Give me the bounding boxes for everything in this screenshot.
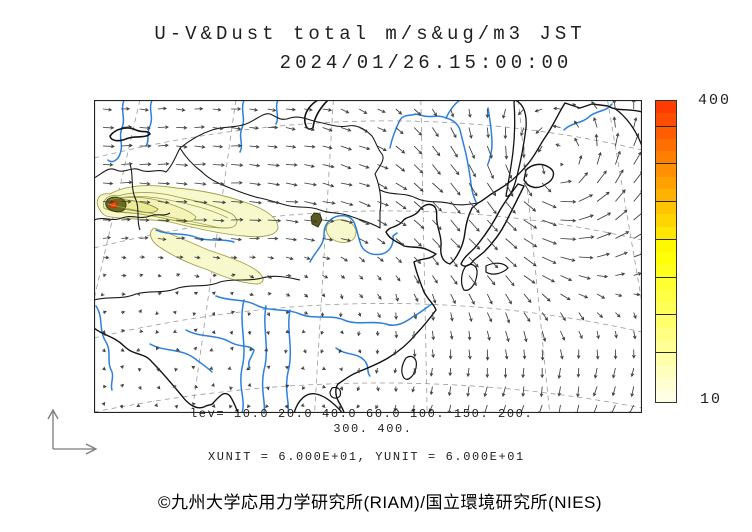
colorbar-segment [656,327,676,340]
map-frame [94,100,642,413]
colorbar-max-label: 400 [698,92,732,109]
forecast-map [94,100,642,413]
chart-title: U-V&Dust total m/s&ug/m3 JST [154,23,586,45]
colorbar-segment [656,276,676,290]
contour-levels-line2: 300. 400. [333,422,413,436]
colorbar-segment [656,365,676,378]
copyright: ©九州大学応用力学研究所(RIAM)/国立環境研究所(NIES) [157,493,603,512]
chart-timestamp: 2024/01/26.15:00:00 [279,52,573,74]
colorbar-segment [656,125,676,139]
colorbar-segment [656,188,676,201]
colorbar-segment [656,314,676,328]
rivers [95,100,613,413]
colorbar-segment [656,264,676,277]
colorbar-segment [656,238,676,252]
vector-units: XUNIT = 6.000E+01, YUNIT = 6.000E+01 [208,450,525,464]
colorbar-segment [656,201,676,215]
colorbar-segment [656,339,676,352]
colorbar-segment [656,138,676,151]
colorbar-segment [656,389,676,402]
colorbar-segment [656,163,676,177]
axis-arrow-lines [47,408,98,455]
axis-orientation-arrows [47,408,98,455]
colorbar-segment [656,101,676,114]
colorbar-min-label: 10 [700,391,723,408]
colorbar-segment [656,352,676,366]
colorbar-segment [656,289,676,302]
coastlines-borders [94,100,642,413]
colorbar-segment [656,176,676,189]
colorbar-segment [656,113,676,126]
colorbar-segment [656,252,676,265]
graticule-lines [94,100,642,413]
colorbar-segment [656,214,676,227]
contour-levels-line1: lev= 10.0 20.0 40.0 60.0 100. 150. 200. [190,407,534,421]
colorbar-segment [656,226,676,239]
colorbar [655,100,677,403]
wind-vector-arrows [100,100,642,413]
colorbar-segment [656,151,676,164]
colorbar-segment [656,302,676,315]
dust-contour-shading [96,185,357,285]
colorbar-segment [656,377,676,390]
